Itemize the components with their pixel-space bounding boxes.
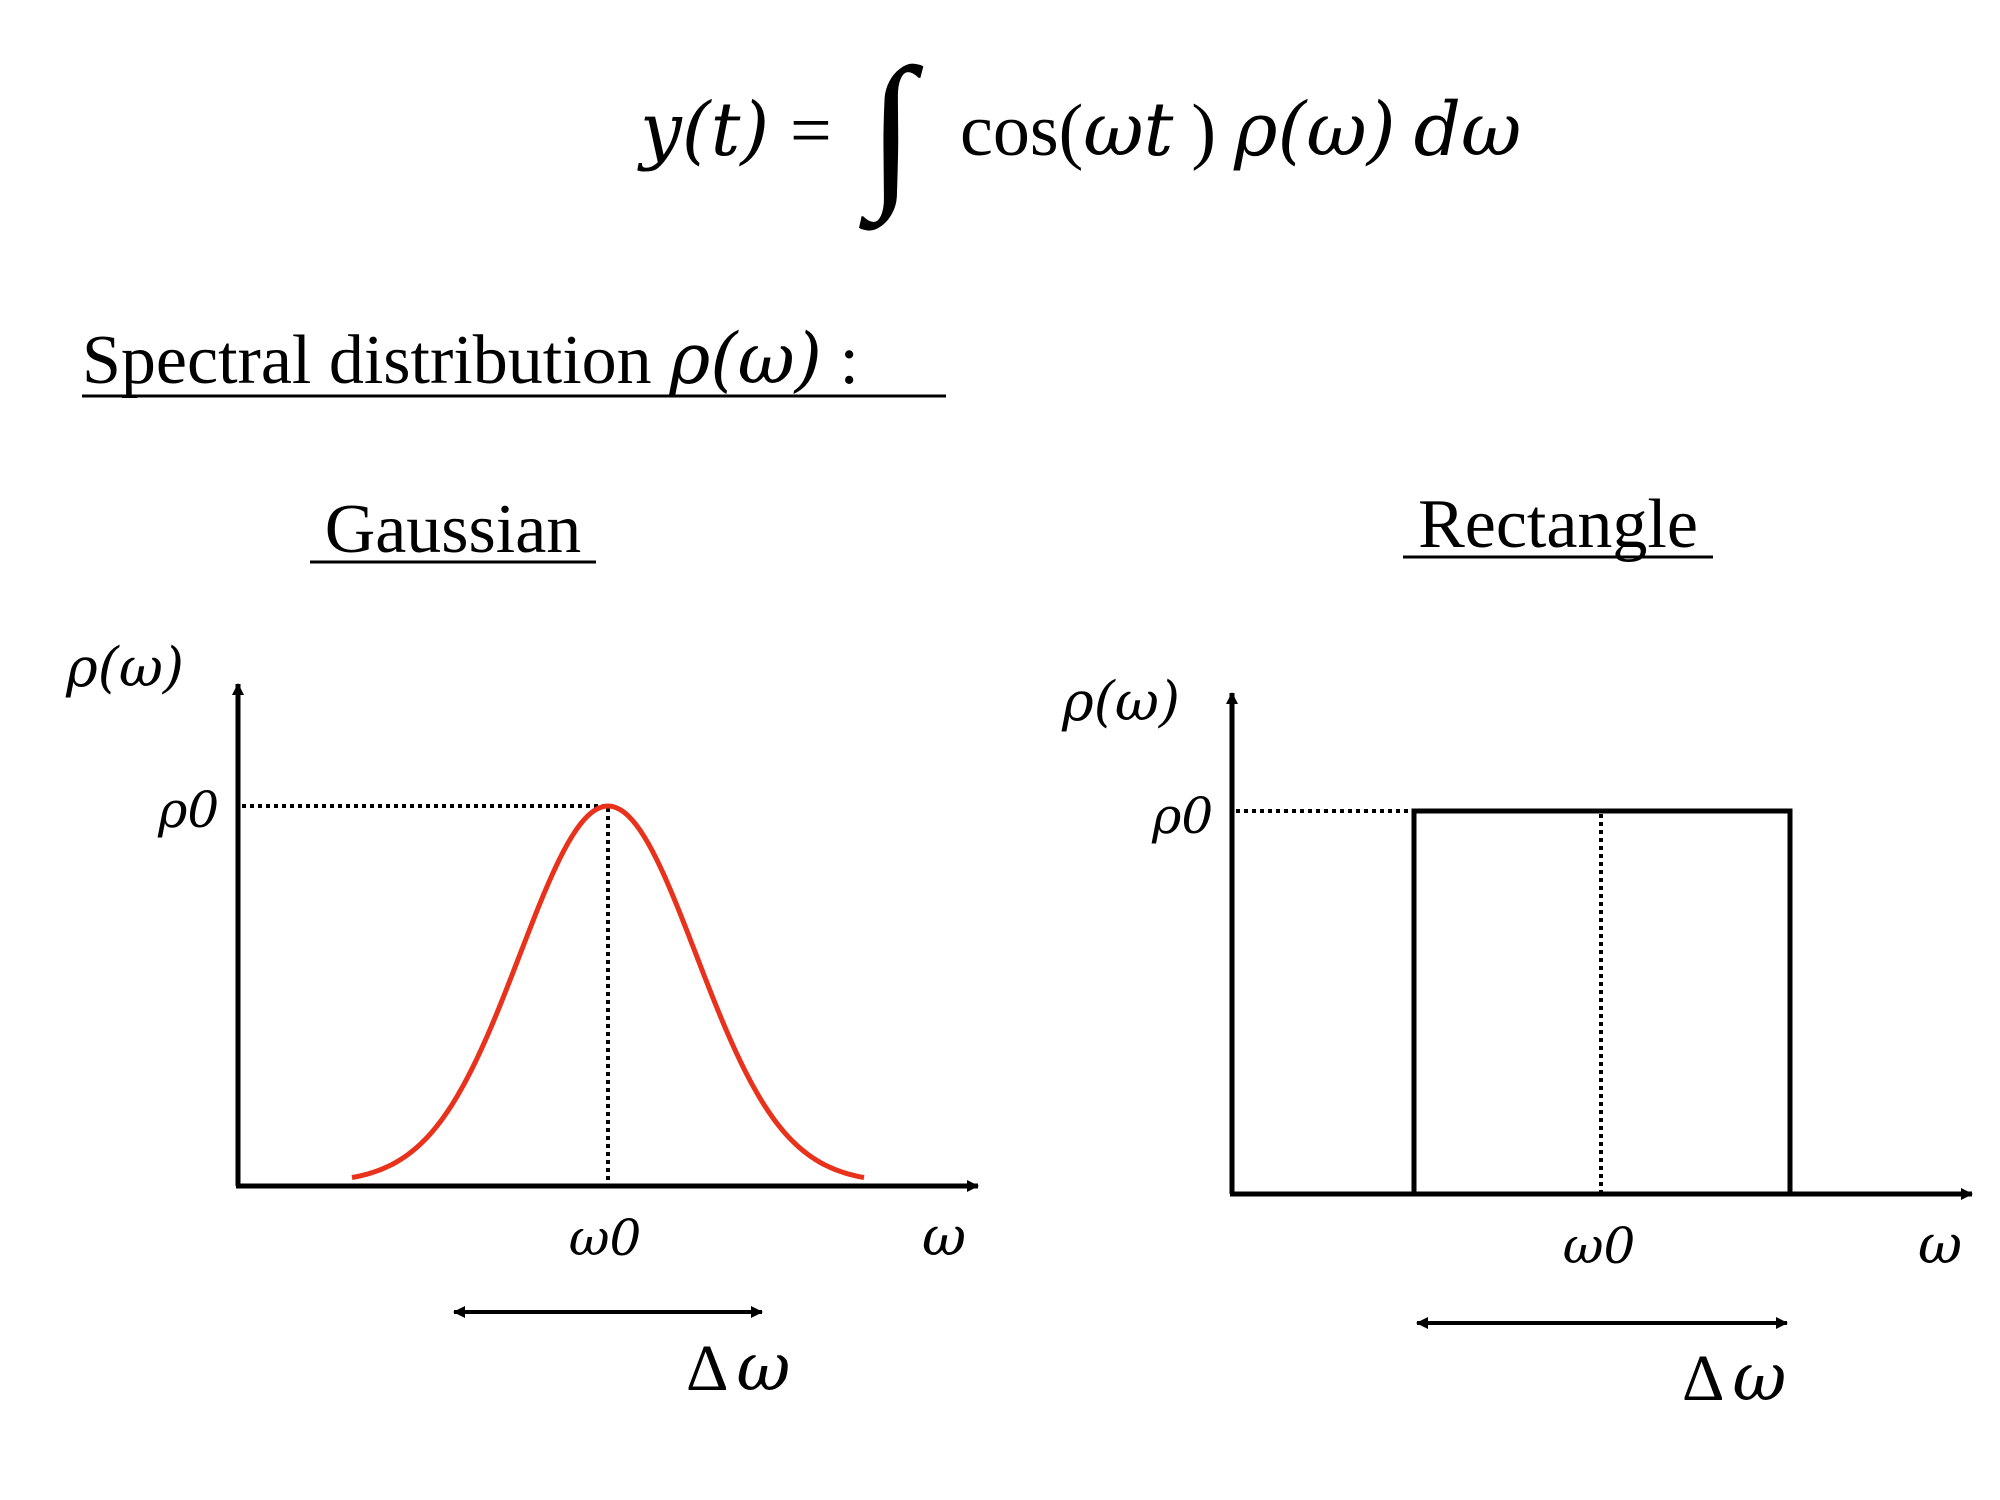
section-heading: Spectral distribution ρ(ω) : bbox=[82, 318, 946, 400]
section-heading-math: ρ(ω) bbox=[668, 318, 822, 400]
equation: y(t) = ∫ cos(ωt) ρ(ω) dω bbox=[637, 34, 1521, 231]
equation-rho: ρ(ω) bbox=[1233, 87, 1396, 173]
gaussian-width-delta: Δ bbox=[686, 1332, 728, 1405]
rectangle-y-axis-label: ρ(ω) bbox=[1061, 670, 1180, 733]
section-heading-colon: : bbox=[822, 322, 859, 399]
equation-d: d bbox=[1414, 87, 1461, 173]
equation-lhs: y(t) bbox=[637, 87, 769, 173]
equation-equals: = bbox=[790, 90, 832, 172]
gaussian-curve bbox=[351, 803, 865, 1180]
section-heading-label: Spectral distribution bbox=[82, 322, 669, 399]
rectangle-x-axis-label: ω bbox=[1918, 1213, 1962, 1276]
gaussian-title: Gaussian bbox=[325, 491, 582, 568]
rectangle-peak-label: ρ0 bbox=[1151, 787, 1213, 845]
integral-sign: ∫ bbox=[858, 34, 924, 231]
gaussian-peak-label: ρ0 bbox=[157, 781, 219, 839]
gaussian-x-axis-label: ω bbox=[922, 1205, 966, 1268]
gaussian-x-tick-label: ω0 bbox=[569, 1209, 642, 1267]
equation-rparen: ) bbox=[1191, 90, 1216, 172]
equation-omega: ω bbox=[1461, 87, 1521, 173]
rectangle-title: Rectangle bbox=[1418, 486, 1698, 563]
rectangle-width-omega: ω bbox=[1732, 1339, 1786, 1416]
gaussian-width-omega: ω bbox=[736, 1329, 790, 1406]
equation-integrand: cos(ωt) ρ(ω) dω bbox=[960, 87, 1521, 173]
equation-omega-t: ωt bbox=[1083, 87, 1173, 173]
rectangle-width-delta: Δ bbox=[1682, 1342, 1724, 1415]
section-heading-text: Spectral distribution ρ(ω) : bbox=[82, 318, 859, 400]
equation-cos: cos( bbox=[960, 90, 1083, 172]
rectangle-x-tick-label: ω0 bbox=[1563, 1217, 1636, 1275]
gaussian-y-axis-label: ρ(ω) bbox=[65, 636, 184, 699]
rectangle-shape bbox=[1411, 808, 1793, 1194]
